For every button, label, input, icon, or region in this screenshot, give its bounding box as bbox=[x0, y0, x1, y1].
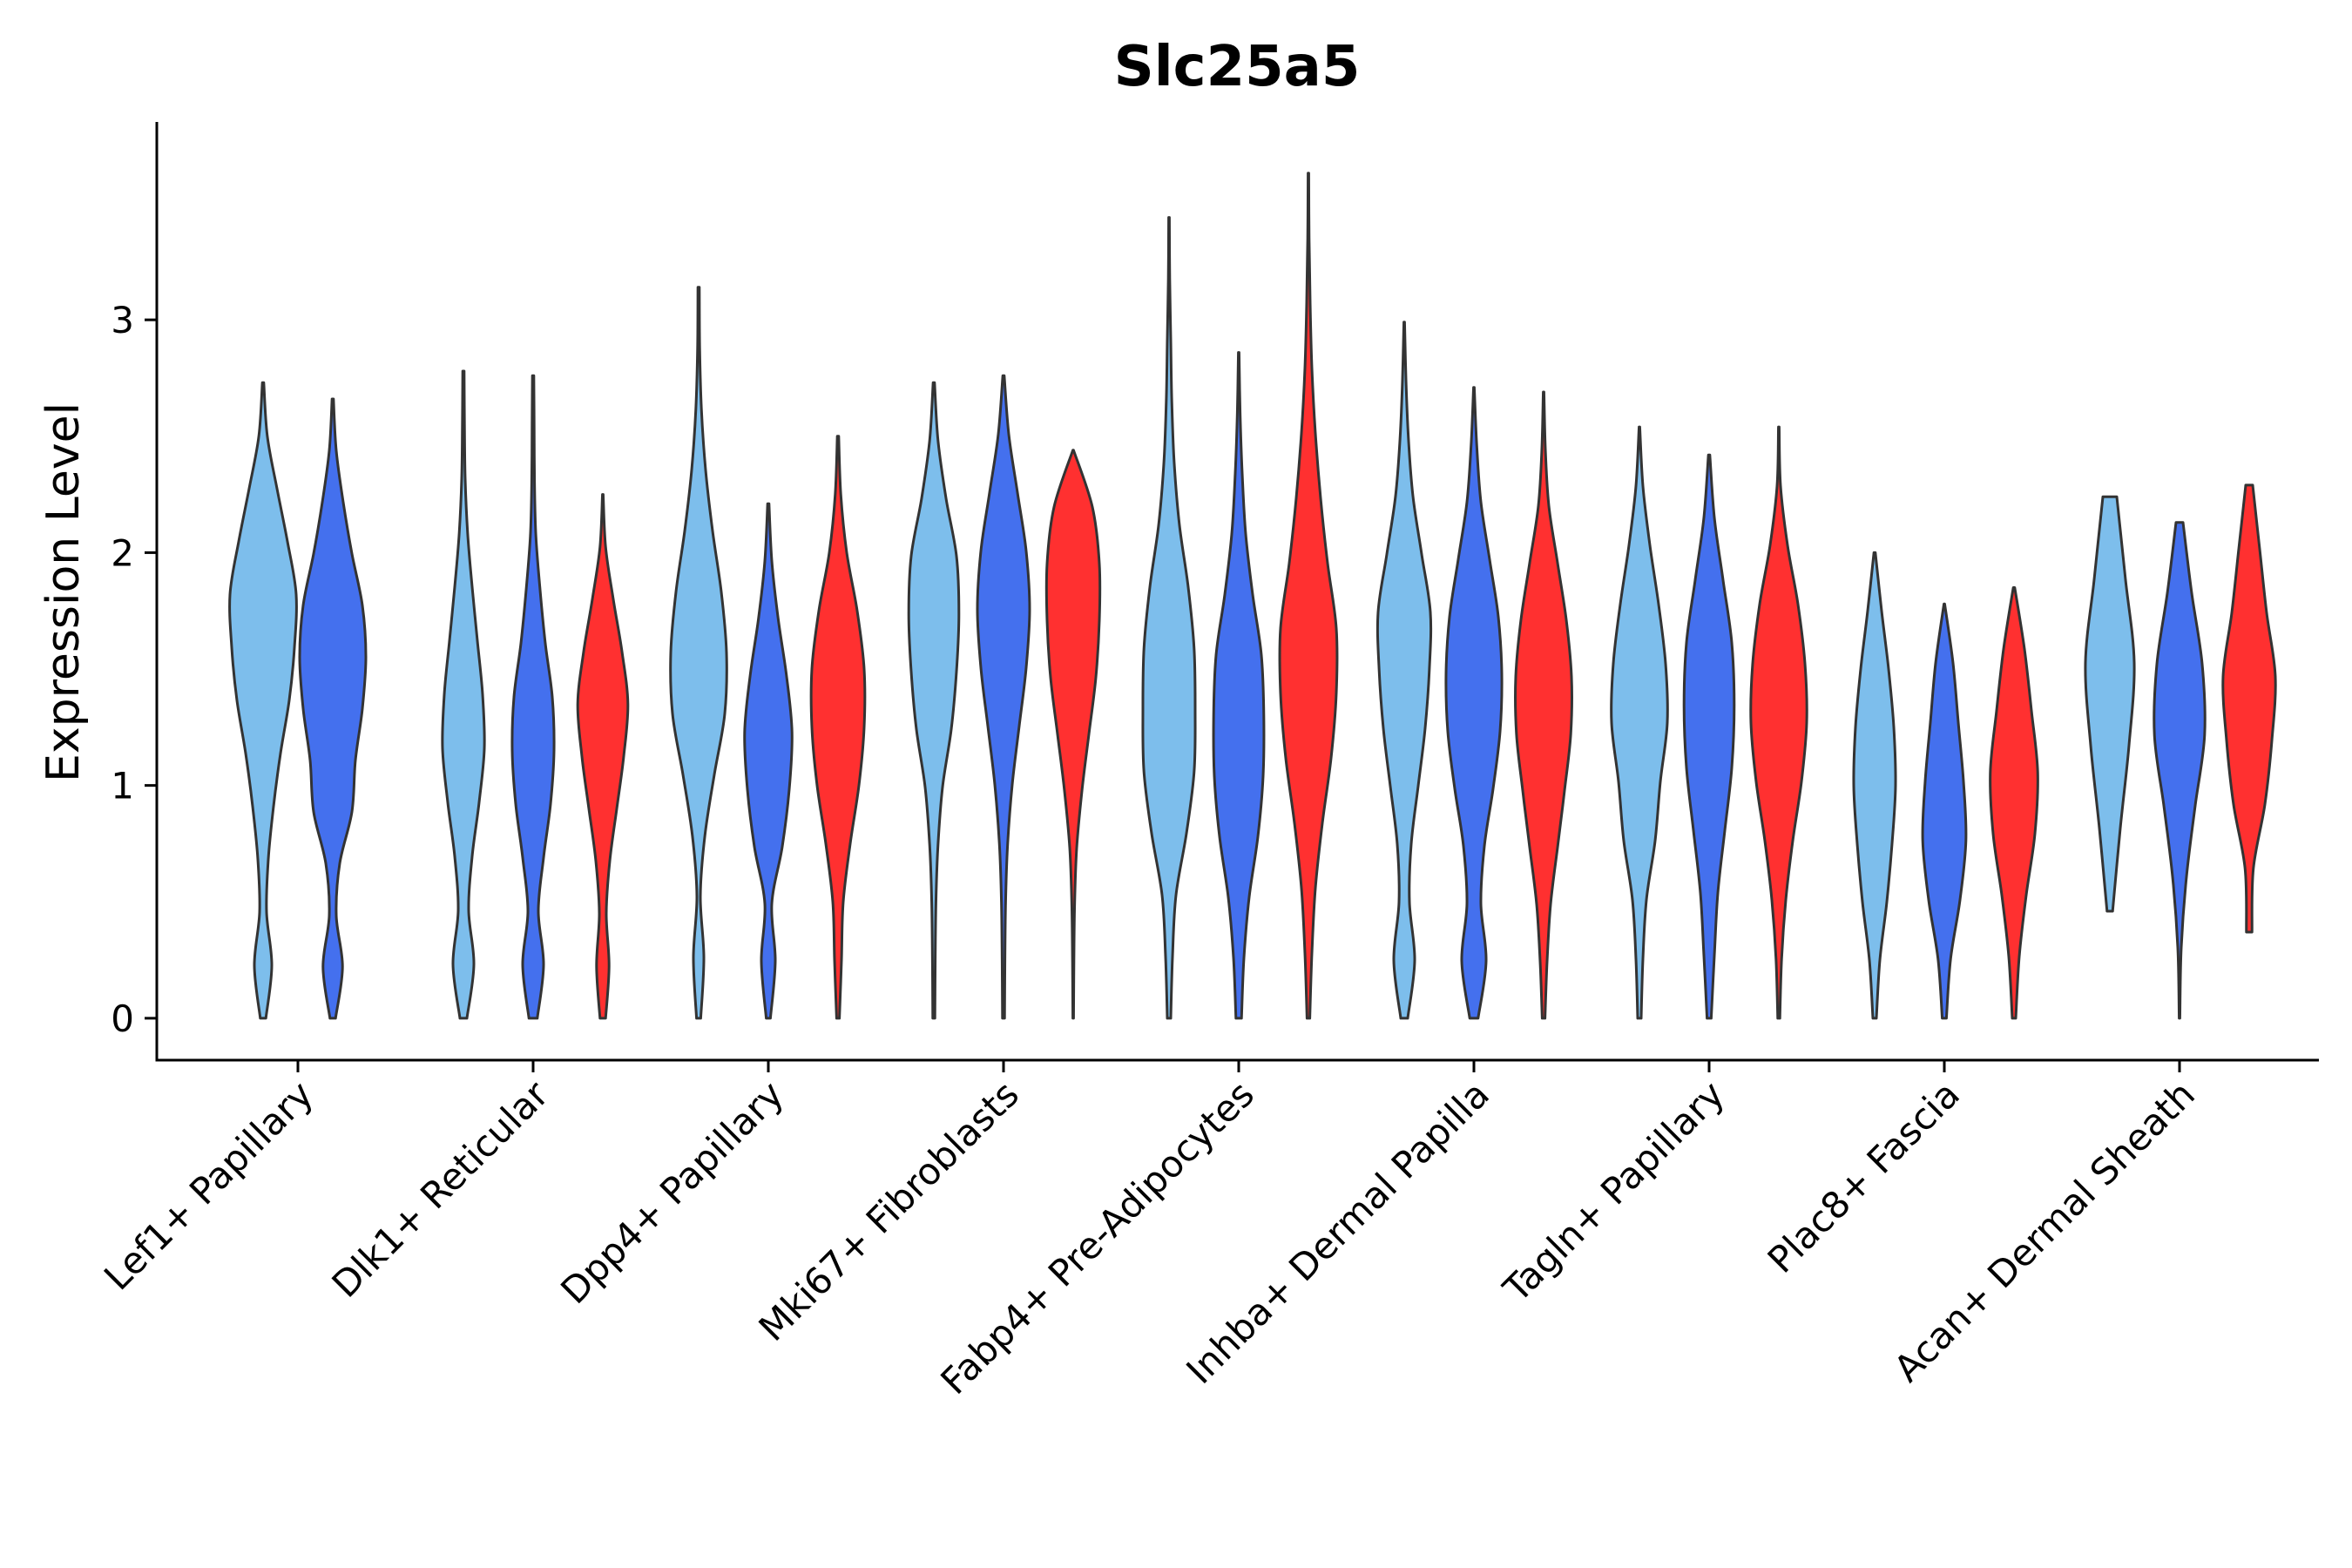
violin bbox=[1278, 172, 1339, 1020]
violin bbox=[2084, 495, 2136, 913]
violin bbox=[576, 493, 630, 1020]
violin bbox=[1682, 453, 1736, 1020]
violin bbox=[1610, 425, 1669, 1020]
violin bbox=[228, 381, 298, 1020]
x-tick-label: Mki67+ Fibroblasts bbox=[751, 1072, 1027, 1348]
violin bbox=[510, 374, 556, 1020]
y-tick-label: 2 bbox=[111, 531, 134, 574]
x-tick-label: Tagln+ Papillary bbox=[1495, 1072, 1733, 1310]
y-tick-label: 0 bbox=[111, 997, 134, 1040]
violin bbox=[1375, 321, 1433, 1020]
violin bbox=[1921, 602, 1968, 1020]
violin bbox=[1141, 216, 1197, 1020]
violin bbox=[1444, 386, 1504, 1020]
violin bbox=[2221, 483, 2277, 934]
y-ticks: 0 1 2 3 bbox=[111, 299, 157, 1040]
x-tick-label: Plac8+ Fascia bbox=[1760, 1072, 1968, 1281]
violin bbox=[743, 502, 794, 1020]
violin bbox=[1212, 351, 1266, 1020]
violin bbox=[809, 435, 867, 1020]
y-tick-label: 1 bbox=[111, 765, 134, 808]
violin bbox=[976, 374, 1031, 1020]
violins-layer bbox=[228, 172, 2277, 1020]
violin bbox=[298, 397, 368, 1020]
x-tick-label: Dpp4+ Papillary bbox=[552, 1072, 792, 1312]
violin bbox=[1989, 586, 2039, 1020]
violin bbox=[907, 381, 961, 1020]
violin bbox=[2153, 521, 2207, 1020]
violin bbox=[1852, 551, 1897, 1020]
violin bbox=[1044, 449, 1102, 1020]
violin bbox=[1514, 390, 1573, 1020]
x-tick-label: Dlk1+ Reticular bbox=[324, 1072, 558, 1306]
violin bbox=[669, 286, 728, 1020]
x-tick-label: Lef1+ Papillary bbox=[96, 1072, 321, 1298]
y-axis-label: Expression Level bbox=[37, 402, 90, 782]
chart-title: Slc25a5 bbox=[1114, 35, 1361, 99]
y-tick-label: 3 bbox=[111, 299, 134, 341]
violin bbox=[441, 369, 486, 1020]
violin bbox=[1749, 425, 1808, 1020]
